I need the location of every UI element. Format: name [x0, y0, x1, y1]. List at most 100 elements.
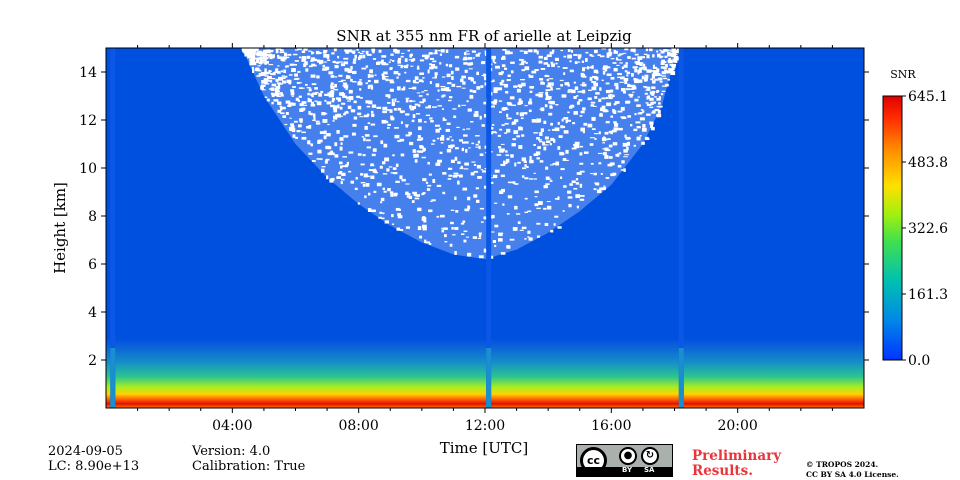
- noise-speckle: [636, 125, 641, 129]
- noise-speckle: [560, 49, 564, 52]
- noise-speckle: [254, 48, 259, 51]
- noise-speckle: [529, 90, 533, 94]
- noise-speckle: [342, 95, 347, 98]
- noise-speckle: [441, 229, 445, 233]
- noise-speckle: [504, 108, 509, 110]
- noise-speckle: [283, 69, 287, 73]
- noise-speckle: [595, 76, 599, 81]
- noise-speckle: [255, 59, 260, 64]
- noise-speckle: [565, 149, 569, 154]
- noise-speckle: [593, 172, 597, 176]
- noise-speckle: [479, 207, 485, 210]
- noise-speckle: [528, 101, 533, 105]
- noise-speckle: [463, 239, 467, 243]
- noise-speckle: [579, 183, 583, 188]
- noise-speckle: [489, 101, 494, 104]
- gap-stripe: [678, 48, 684, 408]
- noise-speckle: [634, 53, 639, 56]
- noise-speckle: [405, 79, 411, 83]
- noise-speckle: [536, 137, 540, 140]
- noise-speckle: [617, 76, 621, 79]
- noise-speckle: [554, 198, 558, 200]
- noise-speckle: [519, 63, 525, 66]
- noise-speckle: [599, 187, 604, 191]
- noise-speckle: [550, 137, 555, 141]
- noise-speckle: [301, 101, 307, 104]
- noise-speckle: [390, 88, 394, 92]
- noise-speckle: [371, 113, 375, 117]
- noise-speckle: [658, 105, 663, 108]
- noise-speckle: [277, 82, 282, 85]
- plot-area: [106, 48, 864, 408]
- sa-label: SA: [644, 466, 655, 474]
- noise-speckle: [517, 221, 521, 225]
- noise-speckle: [581, 83, 587, 87]
- noise-speckle: [602, 148, 607, 150]
- noise-speckle: [314, 100, 318, 102]
- noise-speckle: [521, 69, 526, 72]
- noise-speckle: [536, 157, 540, 160]
- noise-speckle: [383, 71, 388, 75]
- noise-speckle: [556, 88, 561, 90]
- noise-speckle: [315, 120, 320, 123]
- noise-speckle: [594, 96, 598, 99]
- noise-speckle: [495, 65, 500, 69]
- noise-speckle: [567, 90, 573, 93]
- noise-speckle: [392, 154, 395, 157]
- noise-speckle: [594, 133, 599, 135]
- noise-speckle: [497, 238, 503, 242]
- noise-speckle: [454, 147, 459, 150]
- noise-speckle: [546, 140, 551, 143]
- noise-speckle: [311, 57, 315, 60]
- noise-speckle: [637, 59, 640, 61]
- noise-speckle: [422, 224, 427, 229]
- noise-speckle: [431, 143, 435, 145]
- noise-speckle: [444, 234, 447, 238]
- noise-speckle: [657, 53, 661, 58]
- noise-speckle: [604, 147, 609, 152]
- noise-speckle: [521, 226, 527, 230]
- noise-speckle: [421, 91, 425, 93]
- noise-speckle: [501, 71, 504, 74]
- noise-speckle: [606, 52, 612, 57]
- noise-speckle: [617, 73, 622, 76]
- noise-speckle: [250, 56, 256, 60]
- noise-speckle: [346, 75, 350, 77]
- noise-speckle: [449, 144, 454, 149]
- noise-speckle: [536, 207, 541, 210]
- noise-speckle: [413, 193, 416, 197]
- noise-speckle: [272, 71, 276, 76]
- noise-speckle: [283, 56, 286, 59]
- y-tick-label: 8: [88, 209, 97, 225]
- noise-speckle: [428, 242, 432, 245]
- noise-speckle: [342, 93, 346, 97]
- noise-speckle: [547, 82, 552, 86]
- noise-speckle: [650, 126, 655, 131]
- noise-speckle: [312, 92, 318, 95]
- noise-speckle: [645, 102, 649, 104]
- noise-speckle: [617, 54, 622, 56]
- noise-speckle: [262, 54, 268, 57]
- noise-speckle: [575, 182, 580, 185]
- noise-speckle: [545, 56, 548, 59]
- noise-speckle: [445, 63, 449, 67]
- noise-speckle: [269, 70, 272, 73]
- noise-speckle: [326, 101, 332, 105]
- noise-speckle: [661, 90, 666, 93]
- noise-speckle: [339, 170, 343, 174]
- noise-speckle: [613, 127, 619, 131]
- noise-speckle: [554, 127, 560, 132]
- noise-speckle: [603, 185, 606, 187]
- noise-speckle: [314, 91, 319, 94]
- noise-speckle: [637, 56, 643, 60]
- noise-speckle: [529, 98, 532, 102]
- noise-speckle: [422, 216, 426, 220]
- noise-speckle: [543, 185, 548, 189]
- noise-speckle: [259, 56, 265, 60]
- noise-speckle: [490, 181, 494, 184]
- noise-speckle: [633, 128, 638, 132]
- noise-speckle: [257, 65, 261, 67]
- noise-speckle: [513, 130, 519, 135]
- noise-speckle: [381, 73, 385, 76]
- noise-speckle: [282, 77, 286, 80]
